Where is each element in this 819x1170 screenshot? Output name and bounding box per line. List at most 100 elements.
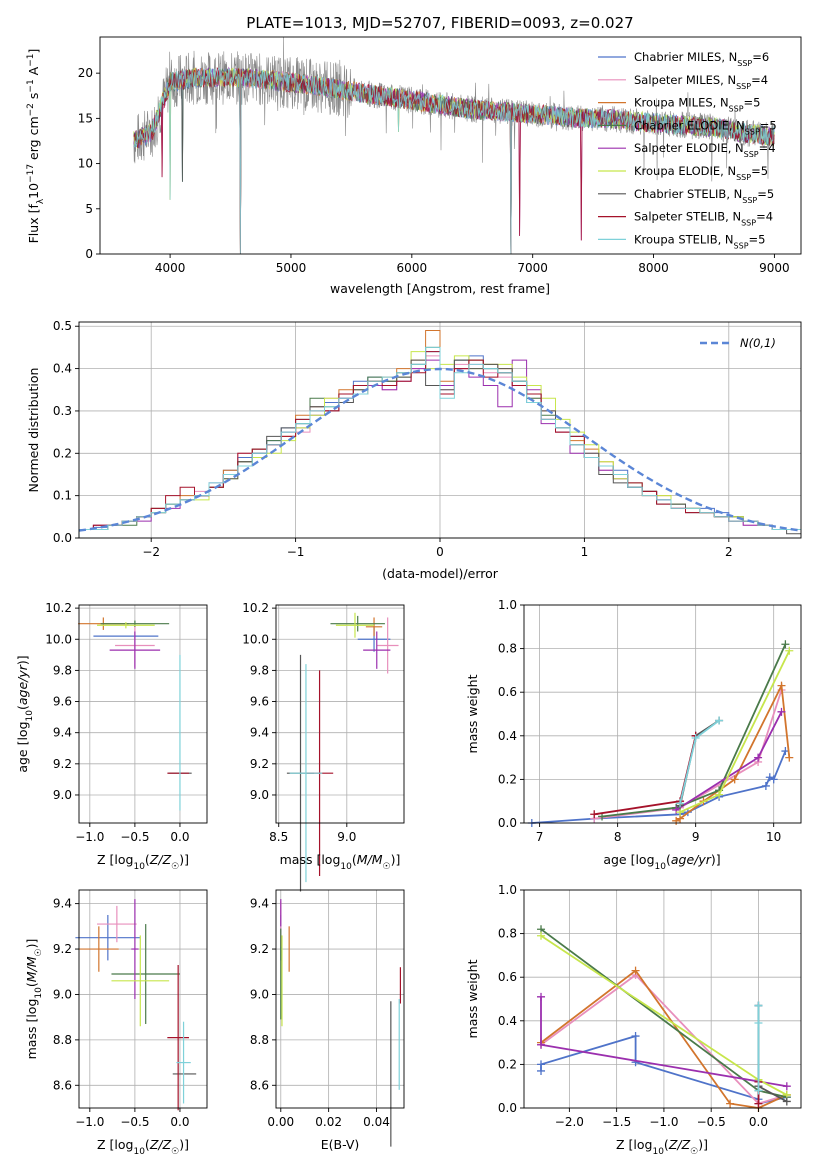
- x-tick-label: 0.02: [315, 1115, 342, 1129]
- y-tick-label: 9.0: [250, 987, 269, 1001]
- y-tick-label: 9.6: [250, 695, 269, 709]
- y-tick-label: 9.0: [53, 987, 72, 1001]
- y-tick-label: 0.4: [53, 362, 72, 376]
- x-tick-label: 7: [536, 830, 544, 844]
- plus-marker: [782, 1097, 791, 1106]
- spectrum-panel: 4000 5000 6000 7000 8000 9000 0 5 10 15 20 PLATE=1…: [26, 14, 802, 296]
- legend-label: Chabrier MILES, NSSP=6: [634, 50, 769, 68]
- y-tick-label: 0.2: [53, 446, 72, 460]
- y-tick-label: 0.2: [498, 772, 517, 786]
- y-tick-label: 0.0: [498, 816, 517, 830]
- histogram-xlabel: (data-model)/error: [382, 566, 499, 581]
- y-tick-label: 5: [85, 202, 93, 216]
- y-tick-label: 15: [78, 111, 93, 125]
- mass-weight-line: [531, 750, 787, 824]
- plus-marker: [754, 1001, 763, 1010]
- z-age-xlabel: Z [log10(Z/Z☉)]: [97, 852, 189, 872]
- x-tick-label: 0.00: [267, 1115, 294, 1129]
- y-tick-label: 10.0: [242, 632, 269, 646]
- y-tick-label: 8.6: [53, 1078, 72, 1092]
- plus-marker: [781, 640, 790, 649]
- plus-marker: [785, 753, 794, 762]
- x-tick-label: 0.0: [749, 1115, 768, 1129]
- legend-label: Kroupa MILES, NSSP=5: [634, 96, 760, 114]
- x-tick-label: −1.0: [649, 1115, 678, 1129]
- spectrum-xlabel: wavelength [Angstrom, rest frame]: [330, 281, 550, 296]
- y-tick-label: 0.0: [53, 531, 72, 545]
- y-tick-label: 9.8: [53, 663, 72, 677]
- age-weight-ylabel: mass weight: [465, 674, 480, 753]
- x-tick-label: −1.5: [602, 1115, 631, 1129]
- plus-marker: [676, 799, 685, 808]
- mass-weight-line: [594, 689, 783, 820]
- y-tick-label: 9.2: [53, 942, 72, 956]
- plus-marker: [631, 1032, 640, 1041]
- x-tick-label: 9: [692, 830, 700, 844]
- mass-age-panel: 8.5 9.0 9.0 9.2 9.4 9.6 9.8 10.0 10.2 mass [log1…: [242, 601, 405, 892]
- y-tick-label: 8.8: [53, 1033, 72, 1047]
- spectrum-title: PLATE=1013, MJD=52707, FIBERID=0093, z=0…: [246, 14, 633, 32]
- y-tick-label: 10: [78, 157, 93, 171]
- y-tick-label: 0.3: [53, 404, 72, 418]
- z-mass-axes-frame: [78, 889, 208, 1109]
- y-tick-label: 0.6: [498, 970, 517, 984]
- plus-marker: [777, 707, 786, 716]
- x-tick-label: 6000: [397, 261, 428, 275]
- plus-marker: [754, 753, 763, 762]
- plus-marker: [631, 1058, 640, 1067]
- x-tick-label: 2: [725, 545, 733, 559]
- y-tick-label: 0.1: [53, 489, 72, 503]
- age-weight-axes-frame: [523, 604, 802, 824]
- x-tick-label: 8.5: [269, 830, 288, 844]
- plus-marker: [537, 1040, 546, 1049]
- z-mass-panel: −1.0 −0.5 0.0 8.6 8.8 9.0 9.2 9.4 Z [log10(Z/Z☉…: [24, 889, 208, 1157]
- z-age-axes-frame: [78, 604, 208, 824]
- y-tick-label: 0.8: [498, 927, 517, 941]
- y-tick-label: 9.0: [250, 788, 269, 802]
- plus-marker: [769, 775, 778, 784]
- x-tick-label: 0.0: [170, 1115, 189, 1129]
- plus-marker: [782, 1082, 791, 1091]
- z-weight-ylabel: mass weight: [465, 959, 480, 1038]
- y-tick-label: 0.6: [498, 685, 517, 699]
- legend-label: Chabrier STELIB, NSSP=5: [634, 187, 774, 205]
- spectrum-ylabel: Flux [fλ10−17 erg cm−2 s−1 A−1]: [26, 49, 46, 244]
- y-tick-label: 10.0: [45, 632, 72, 646]
- plus-marker: [754, 1099, 763, 1108]
- y-tick-label: 1.0: [498, 883, 517, 897]
- z-weight-xlabel: Z [log10(Z/Z☉)]: [616, 1137, 708, 1157]
- plus-marker: [754, 1086, 763, 1095]
- y-tick-label: 9.2: [53, 757, 72, 771]
- x-tick-label: −2.0: [555, 1115, 584, 1129]
- x-tick-label: 8: [614, 830, 622, 844]
- x-tick-label: 4000: [155, 261, 186, 275]
- y-tick-label: 9.8: [250, 663, 269, 677]
- y-tick-label: 0.4: [498, 729, 517, 743]
- age-weight-panel: 7 8 9 10 0.0 0.2 0.4 0.6 0.8 1.0 age [log10(age/y…: [465, 598, 802, 872]
- y-tick-label: 9.0: [53, 788, 72, 802]
- y-tick-label: 9.4: [53, 897, 72, 911]
- ebv-mass-panel: 0.00 0.02 0.04 8.6 8.8 9.0 9.2 9.4 E(B-V): [250, 889, 405, 1152]
- mass-age-axes-frame: [275, 604, 405, 824]
- legend-label: Salpeter MILES, NSSP=4: [634, 73, 768, 91]
- x-tick-label: −0.5: [120, 1115, 149, 1129]
- ebv-mass-xlabel: E(B-V): [321, 1137, 360, 1152]
- y-tick-label: 0.4: [498, 1014, 517, 1028]
- x-tick-label: −0.5: [697, 1115, 726, 1129]
- y-tick-label: 9.4: [250, 897, 269, 911]
- y-tick-label: 9.4: [53, 726, 72, 740]
- plus-marker: [715, 790, 724, 799]
- x-tick-label: 7000: [517, 261, 548, 275]
- residual-histogram-panel: −2 −1 0 1 2 0.0 0.1 0.2 0.3 0.4 0.5 (data-model)/e…: [26, 319, 802, 581]
- y-tick-label: 0.2: [498, 1057, 517, 1071]
- z-age-ylabel: age [log10(age/yr)]: [15, 655, 35, 772]
- y-tick-label: 8.6: [250, 1078, 269, 1092]
- y-tick-label: 10.2: [242, 601, 269, 615]
- histogram-step-line: [78, 351, 801, 538]
- legend-label: Salpeter ELODIE, NSSP=4: [634, 141, 776, 159]
- plus-marker: [631, 966, 640, 975]
- z-mass-ylabel: mass [log10(M/M☉)]: [24, 939, 44, 1060]
- z-age-panel: −1.0 −0.5 0.0 9.0 9.2 9.4 9.6 9.8 10.0 10.2 Z [lo…: [15, 601, 208, 872]
- x-tick-label: 9.0: [337, 830, 356, 844]
